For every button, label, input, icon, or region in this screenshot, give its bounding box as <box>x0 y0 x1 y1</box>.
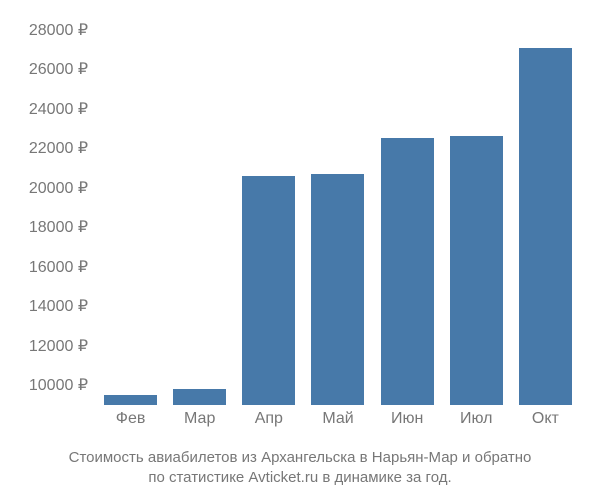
y-tick-label: 28000 ₽ <box>29 20 88 40</box>
x-tick-label: Июн <box>381 410 434 434</box>
x-tick-label: Апр <box>242 410 295 434</box>
x-axis-ticks: Фев Мар Апр Май Июн Июл Окт <box>96 410 580 434</box>
y-tick-label: 12000 ₽ <box>29 336 88 356</box>
x-tick-label: Мар <box>173 410 226 434</box>
bar <box>450 136 503 405</box>
bar <box>311 174 364 405</box>
y-tick-label: 24000 ₽ <box>29 99 88 119</box>
y-tick-label: 16000 ₽ <box>29 257 88 277</box>
bars-container <box>96 10 580 405</box>
caption-line-2: по статистике Avticket.ru в динамике за … <box>148 469 451 486</box>
x-tick-label: Май <box>311 410 364 434</box>
y-tick-label: 18000 ₽ <box>29 217 88 237</box>
y-tick-label: 20000 ₽ <box>29 178 88 198</box>
price-bar-chart: 10000 ₽ 12000 ₽ 14000 ₽ 16000 ₽ 18000 ₽ 20000… <box>0 0 600 500</box>
x-tick-label: Июл <box>450 410 503 434</box>
y-axis-ticks: 10000 ₽ 12000 ₽ 14000 ₽ 16000 ₽ 18000 ₽ 20000… <box>0 10 92 405</box>
y-tick-label: 22000 ₽ <box>29 138 88 158</box>
bar <box>104 395 157 405</box>
plot-area <box>96 10 580 405</box>
x-tick-label: Фев <box>104 410 157 434</box>
bar <box>242 176 295 405</box>
caption-line-1: Стоимость авиабилетов из Архангельска в … <box>69 449 532 466</box>
chart-caption: Стоимость авиабилетов из Архангельска в … <box>0 448 600 489</box>
bar <box>519 48 572 405</box>
bar <box>381 138 434 405</box>
x-tick-label: Окт <box>519 410 572 434</box>
y-tick-label: 26000 ₽ <box>29 59 88 79</box>
bar <box>173 389 226 405</box>
y-tick-label: 14000 ₽ <box>29 296 88 316</box>
y-tick-label: 10000 ₽ <box>29 375 88 395</box>
